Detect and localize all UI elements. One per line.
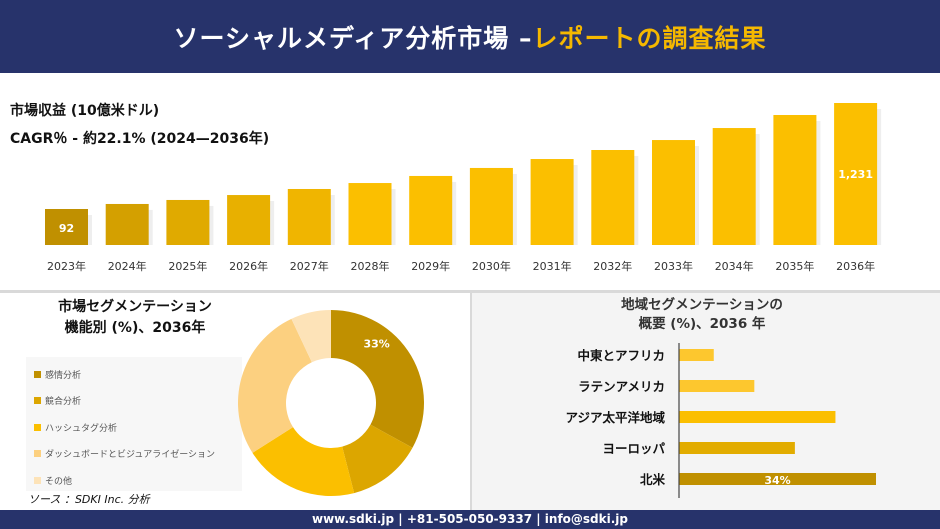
data-label: 1,231 (838, 168, 873, 181)
slice-label: 33% (363, 337, 389, 350)
x-tick-label: 2034年 (715, 259, 754, 273)
divider (0, 290, 940, 293)
x-tick-label: 2033年 (654, 259, 693, 273)
function-segment-panel: 市場セグメンテーション 機能別 (%)、2036年 感情分析競合分析ハッシュタグ… (0, 293, 470, 510)
bar-2034年 (712, 128, 756, 245)
function-title-line2: 機能別 (%)、2036年 (64, 320, 206, 336)
bar-2025年 (166, 199, 210, 245)
x-tick-label: 2024年 (108, 259, 147, 273)
source-note: ソース ：SDKI Inc. 分析 (28, 493, 150, 506)
x-tick-label: 2025年 (168, 259, 207, 273)
revenue-label: 市場収益 (10億米ドル) (10, 103, 160, 119)
donut-slice-2 (252, 427, 355, 496)
region-title: 地域セグメンテーションの 概要 (%)、2036 年 (572, 296, 832, 334)
region-bar-1 (679, 380, 755, 392)
legend-label: ハッシュタグ分析 (45, 423, 118, 434)
legend-swatch (34, 370, 41, 378)
bar-2033年 (652, 140, 695, 245)
region-label: アジア太平洋地域 (565, 410, 665, 425)
region-title-line2: 概要 (%)、2036 年 (638, 316, 766, 332)
bar-2036年 (834, 103, 878, 245)
data-label: 92 (59, 222, 74, 235)
cagr-label: CAGR％ - 約22.1% (2024—2036年) (10, 131, 270, 147)
bar-2032年 (591, 149, 635, 245)
function-donut-chart: 33% (237, 310, 424, 496)
bar-2031年 (530, 159, 574, 245)
region-data-label: 34% (764, 474, 790, 487)
legend-label: ダッシュボードとビジュアライゼーション (45, 450, 216, 461)
legend-label: 競合分析 (45, 397, 82, 408)
x-tick-label: 2032年 (593, 259, 632, 273)
legend-item: その他 (34, 467, 234, 494)
x-tick-label: 2026年 (229, 259, 268, 273)
bar-2030年 (469, 167, 513, 245)
bar-2029年 (409, 175, 453, 245)
bar-2024年 (105, 203, 149, 245)
region-label: 中東とアフリカ (577, 348, 665, 363)
legend-item: 感情分析 (34, 361, 234, 388)
donut-slice-4 (291, 310, 331, 363)
region-bar-0 (679, 349, 714, 361)
x-tick-label: 2029年 (411, 259, 450, 273)
x-tick-label: 2023年 (47, 259, 86, 273)
legend-swatch (34, 476, 41, 484)
report-title: ソーシャルメディア分析市場 – レポートの調査結果 (0, 0, 940, 73)
region-bar-4 (679, 473, 876, 485)
region-label: ヨーロッパ (602, 441, 665, 456)
bar-2026年 (227, 195, 271, 245)
function-title-line1: 市場セグメンテーション (58, 299, 212, 315)
x-tick-label: 2036年 (836, 259, 875, 273)
title-main: ソーシャルメディア分析市場 – (173, 23, 533, 53)
legend-item: ダッシュボードとビジュアライゼーション (34, 441, 234, 468)
legend-swatch (34, 450, 41, 458)
region-label: 北米 (640, 472, 666, 487)
donut-slice-3 (237, 318, 312, 453)
bar-2023年 (45, 209, 88, 245)
bar-2028年 (348, 183, 392, 245)
function-title: 市場セグメンテーション 機能別 (%)、2036年 (30, 297, 240, 339)
x-tick-label: 2035年 (775, 259, 814, 273)
x-tick-label: 2030年 (472, 259, 511, 273)
region-bar-2 (679, 411, 836, 423)
region-segment-panel: 地域セグメンテーションの 概要 (%)、2036 年 中東とアフリカ ラテンアメリ… (470, 293, 940, 510)
legend: 感情分析競合分析ハッシュタグ分析ダッシュボードとビジュアライゼーション その他 (26, 357, 242, 491)
donut-slice-1 (342, 424, 413, 494)
x-tick-label: 2027年 (290, 259, 329, 273)
region-label: ラテンアメリカ (578, 379, 665, 394)
legend-swatch (34, 423, 41, 431)
region-bar-3 (679, 442, 795, 454)
bar-2027年 (287, 188, 331, 245)
title-accent: レポートの調査結果 (532, 23, 767, 53)
revenue-bar-chart: 2023年 92 2024年 2025年 2026年 2027年 2028年 2029年 203… (45, 103, 882, 273)
bar-2035年 (773, 115, 817, 245)
region-title-line1: 地域セグメンテーションの (621, 297, 783, 313)
legend-label: その他 (45, 476, 73, 487)
legend-item: ハッシュタグ分析 (34, 414, 234, 441)
legend-label: 感情分析 (45, 370, 82, 381)
legend-swatch (34, 397, 41, 405)
x-tick-label: 2031年 (533, 259, 572, 273)
footer-contact: www.sdki.jp | +81-505-050-9337 | info@sd… (0, 510, 940, 529)
x-tick-label: 2028年 (351, 259, 390, 273)
legend-item: 競合分析 (34, 388, 234, 415)
donut-slice-0 (331, 310, 424, 448)
